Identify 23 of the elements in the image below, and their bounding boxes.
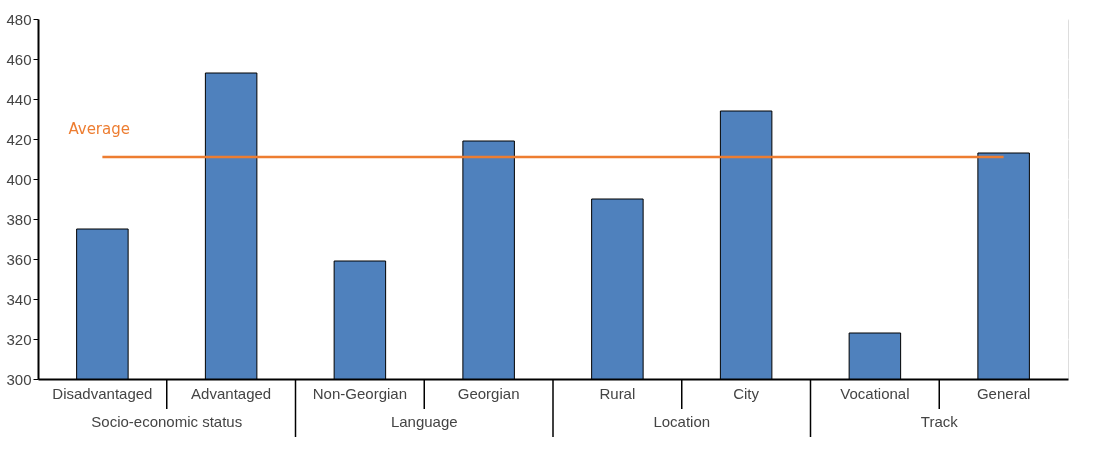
- y-tick-label: 400: [6, 170, 32, 188]
- y-tick-label: 320: [6, 330, 32, 348]
- text: Socio-economic status: [91, 413, 243, 430]
- x-tick-label: Rural: [599, 385, 636, 402]
- x-tick-label: Non-Georgian: [312, 385, 407, 402]
- x-tick-label: Disadvantaged: [52, 385, 153, 402]
- x-tick-label: Vocational: [840, 385, 910, 402]
- ref-line-label: Average: [68, 120, 130, 138]
- y-tick-label: 380: [6, 210, 32, 228]
- y-tick-label: 360: [6, 250, 32, 268]
- y-tick-label: 340: [6, 290, 32, 308]
- x-tick-label: City: [733, 385, 760, 402]
- y-tick-label: 460: [6, 50, 32, 68]
- text: Track: [920, 413, 959, 430]
- x-tick-label: General: [976, 385, 1031, 402]
- text: Language: [390, 413, 458, 430]
- y-tick-label: 480: [6, 10, 32, 28]
- y-tick-label: 300: [6, 370, 32, 388]
- x-tick-label: Advantaged: [191, 385, 272, 402]
- y-tick-label: 420: [6, 130, 32, 148]
- text: Location: [653, 413, 711, 430]
- y-tick-label: 440: [6, 90, 32, 108]
- x-tick-label: Georgian: [457, 385, 520, 402]
